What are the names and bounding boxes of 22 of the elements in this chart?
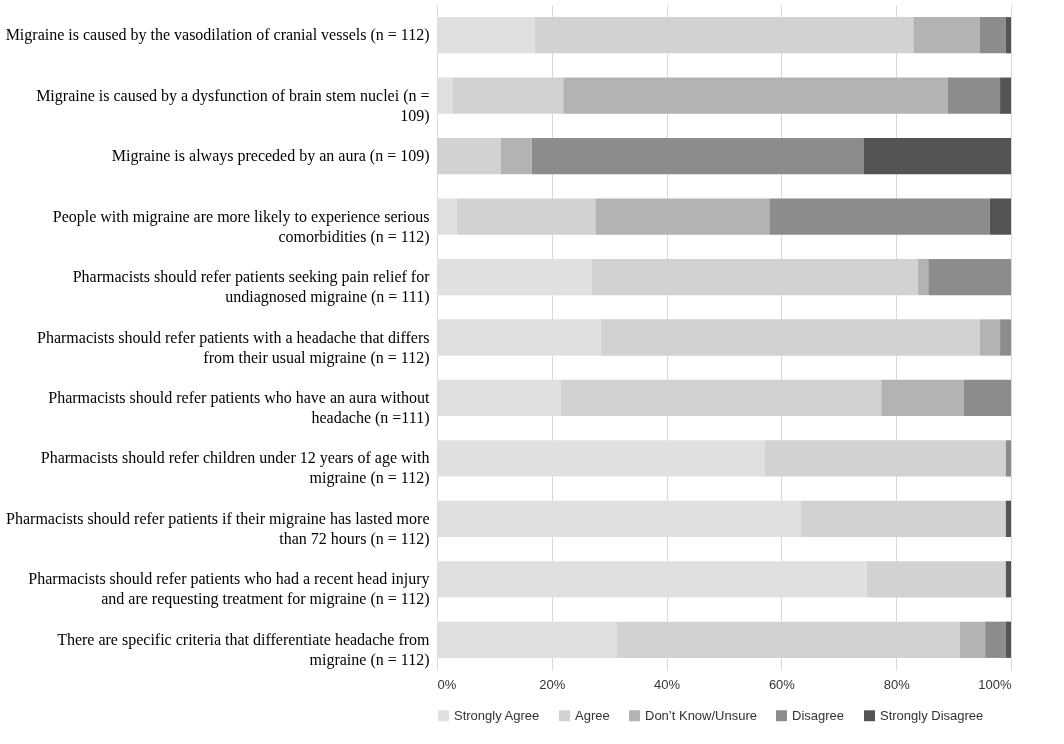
- x-tick-label: 40%: [654, 676, 681, 692]
- y-tick-label: Pharmacists should refer patients if their migraine has lasted more than 72 hours (n = 112): [6, 509, 430, 548]
- y-tick-label: People with migraine are more likely to experience serious comorbidities (n = 112): [52, 207, 430, 246]
- legend-label: Disagree: [792, 707, 845, 723]
- y-tick-label: Pharmacists should refer patients who had a recent head injury and are requesting treatment for migraine (n = 112): [28, 570, 430, 609]
- y-tick-label: There are specific criteria that differentiate headache from migraine (n = 112): [57, 630, 431, 669]
- x-tick-label: 100%: [978, 676, 1012, 692]
- x-tick-label: 0%: [437, 676, 457, 692]
- y-tick-label: Pharmacists should refer children under 12 years of age with migraine (n = 112): [40, 449, 430, 488]
- x-tick-label: 80%: [883, 676, 911, 692]
- y-tick-label: Pharmacists should refer patients seeking pain relief for undiagnosed migraine (n = 111): [72, 268, 431, 307]
- y-tick-label: Migraine is always preceded by an aura (n = 109): [111, 147, 430, 166]
- legend-label: Don’t Know/Unsure: [645, 707, 757, 723]
- legend-label: Strongly Disagree: [880, 707, 984, 723]
- x-tick-label: 60%: [768, 676, 796, 692]
- legend-label: Agree: [575, 707, 610, 723]
- x-tick-label: 20%: [539, 676, 566, 692]
- y-tick-label: Pharmacists should refer patients with a headache that differs from their usual migraine (n = 112): [37, 328, 430, 367]
- y-tick-label: Pharmacists should refer patients who have an aura without headache (n =111): [48, 388, 431, 427]
- legend-label: Strongly Agree: [454, 707, 540, 723]
- y-tick-label: Migraine is caused by the vasodilation of cranial vessels (n = 112): [5, 26, 430, 45]
- y-tick-label: Migraine is caused by a dysfunction of brain stem nuclei (n = 109): [36, 86, 430, 125]
